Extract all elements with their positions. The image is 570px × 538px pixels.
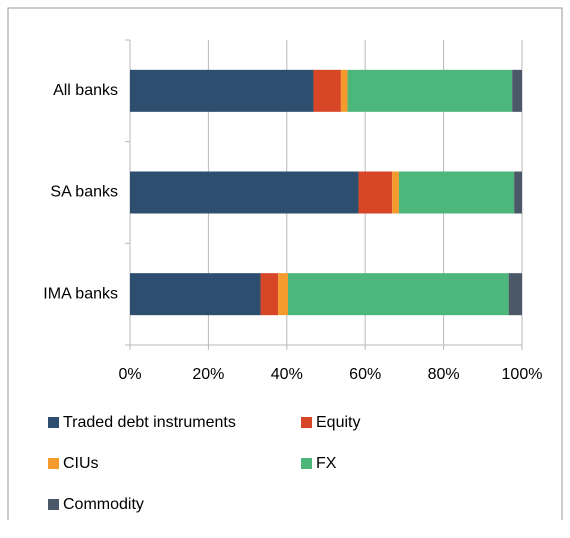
x-tick-label: 0% xyxy=(118,366,141,383)
bar-segment xyxy=(340,69,348,112)
bar-segment xyxy=(358,171,393,214)
legend-swatch xyxy=(48,458,59,469)
legend-swatch xyxy=(48,499,59,510)
x-tick-label: 20% xyxy=(192,366,224,383)
legend-label: CIUs xyxy=(63,455,99,472)
legend-label: Equity xyxy=(316,414,360,431)
bar-segment xyxy=(508,273,522,316)
bar-segment xyxy=(278,273,288,316)
x-tick-label: 60% xyxy=(349,366,381,383)
bar-segment xyxy=(347,69,513,112)
legend-label: Traded debt instruments xyxy=(63,414,236,431)
bar-segment xyxy=(287,273,509,316)
bar-segment xyxy=(313,69,341,112)
frame xyxy=(7,7,563,520)
x-tick-label: 80% xyxy=(428,366,460,383)
bar-segment xyxy=(398,171,515,214)
bar-segment xyxy=(512,69,522,112)
y-tick-label: SA banks xyxy=(50,184,118,201)
bar-segment xyxy=(130,273,261,316)
x-tick-label: 100% xyxy=(502,366,543,383)
legend-label: FX xyxy=(316,455,337,472)
bar-segment xyxy=(130,171,359,214)
y-tick-label: IMA banks xyxy=(43,285,118,302)
legend-swatch xyxy=(301,458,312,469)
x-tick-label: 40% xyxy=(271,366,303,383)
bar-segment xyxy=(392,171,399,214)
bar-segment xyxy=(260,273,279,316)
legend-swatch xyxy=(48,417,59,428)
legend-label: Commodity xyxy=(63,496,144,513)
y-tick-label: All banks xyxy=(53,82,118,99)
bar-segment xyxy=(514,171,522,214)
bar-segment xyxy=(130,69,314,112)
legend-swatch xyxy=(301,417,312,428)
